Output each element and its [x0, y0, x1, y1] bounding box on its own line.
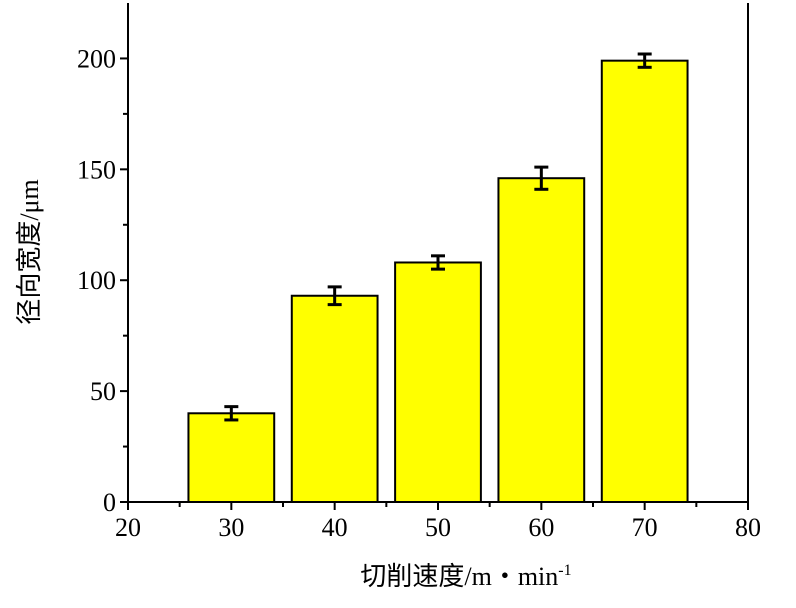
y-tick-label: 50 — [90, 377, 116, 406]
x-axis-title-superscript: -1 — [558, 562, 571, 579]
x-tick-label: 80 — [735, 513, 761, 542]
y-tick-label: 200 — [77, 44, 116, 73]
y-tick-label: 100 — [77, 266, 116, 295]
ticks-layer: 20 30 40 50 60 70 80 0 50 100 150 200 — [77, 44, 761, 542]
x-tick-label: 30 — [218, 513, 244, 542]
bar — [290, 294, 379, 503]
x-tick-label: 50 — [425, 513, 451, 542]
x-axis-title-main: 切削速度/m・min — [360, 562, 558, 591]
bars-layer — [187, 59, 689, 504]
bar — [600, 59, 689, 503]
x-axis-title: 切削速度/m・min-1 — [360, 562, 571, 591]
error-bars-layer — [224, 52, 652, 422]
x-tick-label: 40 — [322, 513, 348, 542]
bar — [497, 177, 586, 503]
bar — [394, 261, 482, 504]
bar — [187, 412, 276, 503]
y-tick-label: 150 — [77, 155, 116, 184]
y-axis-title: 径向宽度/μm — [15, 179, 44, 324]
x-tick-label: 60 — [528, 513, 554, 542]
x-tick-label: 20 — [115, 513, 141, 542]
y-tick-label: 0 — [103, 488, 116, 517]
x-tick-label: 70 — [632, 513, 658, 542]
